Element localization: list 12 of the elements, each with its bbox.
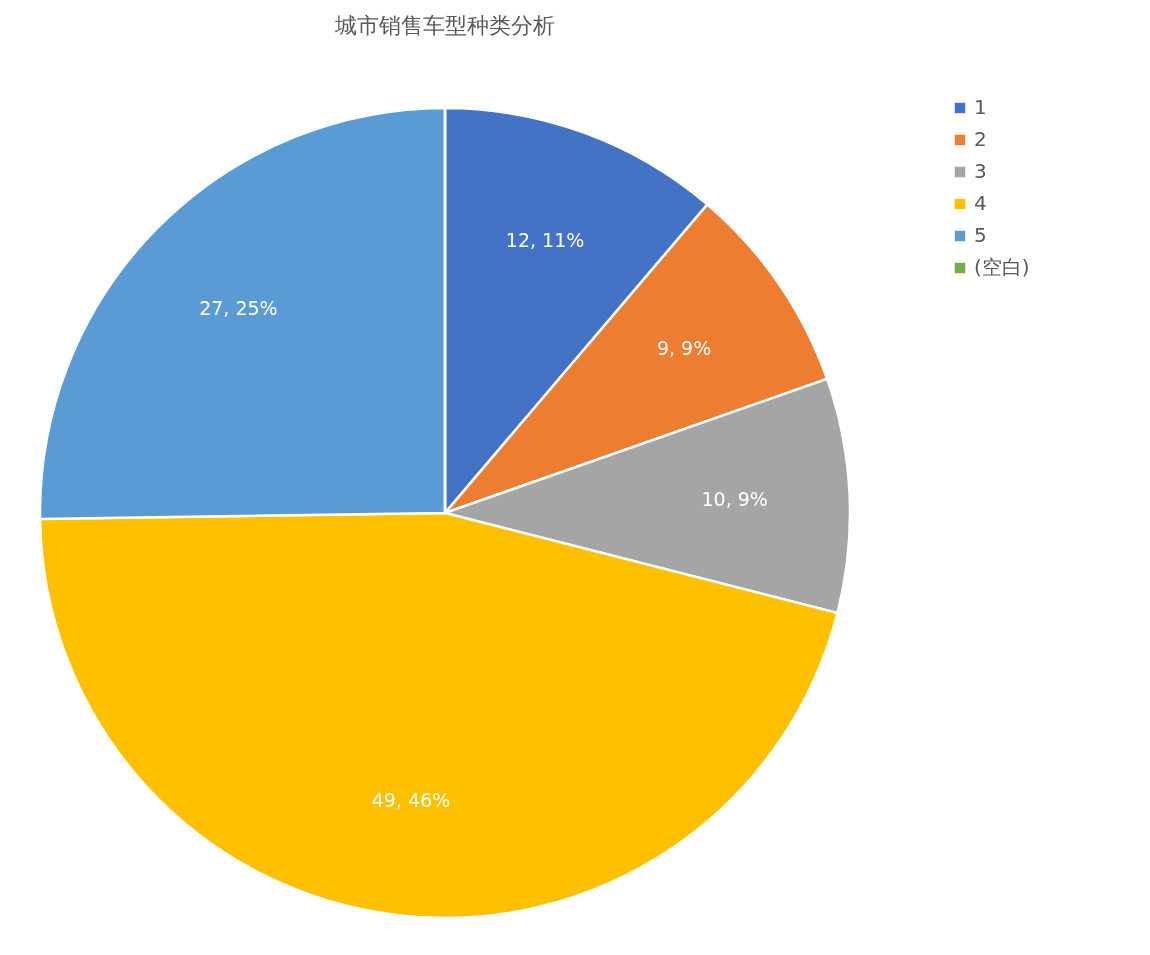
legend-label: 2 (974, 127, 987, 151)
legend-label: 3 (974, 159, 987, 183)
data-label: 9, 9% (656, 336, 712, 359)
legend-label: (空白) (974, 255, 1030, 279)
data-label: 10, 9% (701, 488, 768, 511)
legend-label: 4 (974, 191, 987, 215)
legend-label: 1 (974, 95, 987, 119)
data-label: 49, 46% (371, 789, 451, 811)
chart-title: 城市销售车型种类分析 (334, 13, 555, 38)
data-label: 12, 11% (505, 228, 585, 251)
data-label: 27, 25% (199, 297, 278, 320)
legend-label: 5 (974, 223, 987, 247)
